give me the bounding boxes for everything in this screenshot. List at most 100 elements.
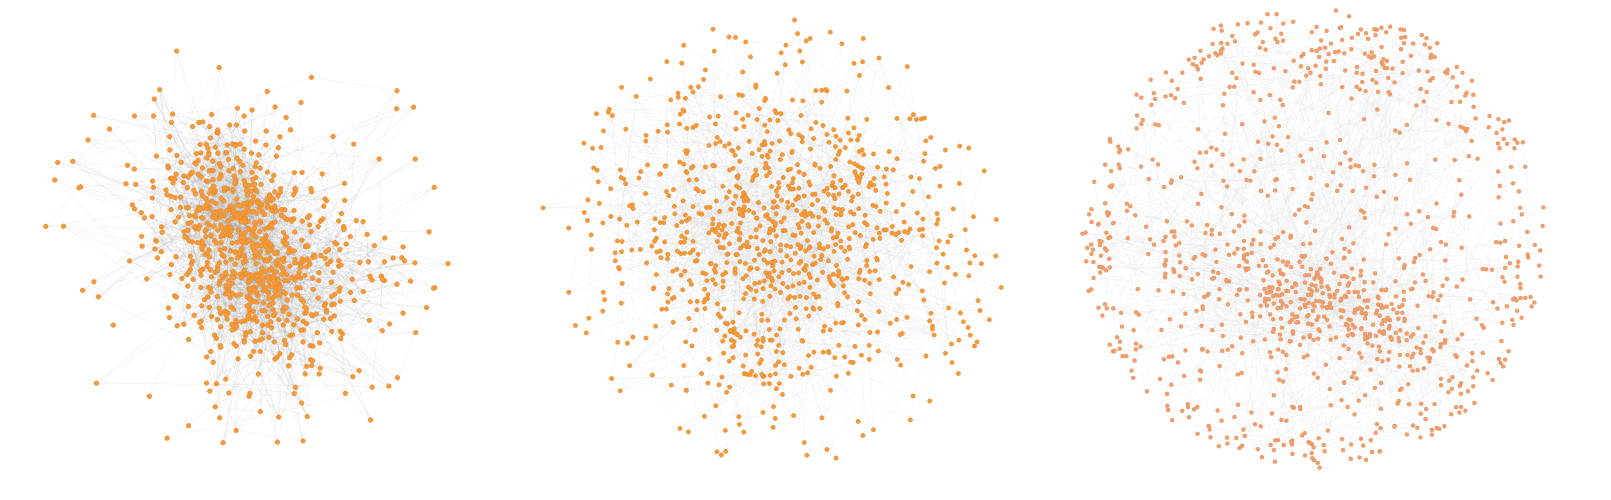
network-node bbox=[329, 328, 335, 335]
network-edge bbox=[653, 288, 718, 305]
network-edge bbox=[309, 263, 319, 299]
network-edge bbox=[277, 256, 314, 443]
network-edge bbox=[724, 172, 770, 337]
network-node bbox=[289, 332, 296, 338]
network-node bbox=[271, 339, 277, 345]
network-node bbox=[331, 313, 337, 319]
network-node bbox=[315, 295, 321, 301]
network-node bbox=[198, 325, 205, 331]
network-edge bbox=[756, 135, 860, 219]
network-node bbox=[216, 281, 222, 288]
network-edge bbox=[206, 382, 295, 394]
network-edge bbox=[784, 230, 901, 335]
network-edge bbox=[317, 332, 321, 369]
network-node bbox=[232, 250, 239, 256]
network-node bbox=[183, 204, 190, 211]
network-node bbox=[266, 334, 272, 340]
network-edge bbox=[715, 283, 749, 288]
network-edge bbox=[852, 224, 971, 336]
network-edge bbox=[264, 214, 436, 289]
network-edge bbox=[771, 229, 774, 279]
network-node bbox=[249, 107, 255, 113]
network-edge bbox=[248, 315, 278, 443]
network-node bbox=[168, 119, 175, 126]
network-edge bbox=[621, 87, 692, 169]
network-node bbox=[228, 228, 234, 234]
network-edge bbox=[253, 287, 303, 404]
network-node bbox=[221, 253, 227, 260]
network-edge bbox=[234, 145, 236, 177]
network-edge bbox=[249, 339, 260, 394]
network-node bbox=[267, 241, 273, 248]
network-edge bbox=[237, 358, 280, 418]
network-edge bbox=[821, 101, 880, 312]
network-edge bbox=[830, 328, 933, 391]
network-edge bbox=[200, 243, 243, 249]
network-node bbox=[199, 303, 205, 309]
network-edge bbox=[667, 258, 749, 288]
network-edge bbox=[818, 296, 838, 304]
network-node bbox=[235, 255, 241, 261]
network-edge bbox=[663, 222, 674, 323]
network-edge bbox=[640, 171, 710, 234]
network-edge bbox=[278, 147, 380, 160]
network-edge bbox=[768, 44, 787, 220]
network-node bbox=[234, 196, 240, 202]
network-node bbox=[193, 151, 199, 157]
network-edge bbox=[762, 218, 924, 241]
network-edge bbox=[169, 254, 206, 275]
network-edge bbox=[837, 303, 862, 316]
network-edge bbox=[306, 258, 327, 311]
network-edge bbox=[324, 265, 339, 307]
network-node bbox=[267, 222, 274, 228]
network-edge bbox=[169, 136, 189, 209]
network-edge bbox=[667, 293, 710, 360]
network-node bbox=[158, 249, 164, 255]
network-edge bbox=[682, 200, 726, 273]
network-edge bbox=[72, 98, 155, 162]
network-node bbox=[394, 375, 401, 381]
network-node bbox=[273, 269, 279, 275]
network-node bbox=[280, 308, 286, 315]
network-edge bbox=[712, 192, 744, 220]
network-edge bbox=[225, 310, 263, 340]
network-node bbox=[321, 303, 328, 309]
network-edge bbox=[274, 286, 292, 356]
network-edge bbox=[247, 208, 273, 222]
network-edge bbox=[304, 260, 332, 308]
network-edge bbox=[687, 141, 750, 152]
network-edge bbox=[254, 184, 279, 261]
network-edge bbox=[283, 291, 312, 361]
network-edge bbox=[723, 352, 911, 421]
network-node bbox=[166, 315, 173, 321]
network-edge bbox=[282, 275, 382, 326]
network-node bbox=[218, 240, 224, 246]
network-edge bbox=[681, 141, 803, 237]
network-node bbox=[351, 141, 357, 147]
network-node bbox=[263, 142, 269, 148]
network-edge bbox=[112, 272, 246, 326]
network-edge bbox=[733, 269, 750, 342]
network-edge bbox=[190, 269, 203, 307]
network-node bbox=[60, 223, 67, 229]
network-node bbox=[297, 285, 303, 291]
network-edge bbox=[235, 217, 238, 253]
network-node bbox=[210, 177, 216, 183]
network-edge bbox=[169, 274, 218, 320]
network-edge bbox=[169, 67, 220, 151]
network-node bbox=[244, 192, 251, 198]
network-edge bbox=[340, 264, 427, 308]
network-edge bbox=[208, 152, 222, 175]
network-edge bbox=[626, 64, 786, 226]
network-edge bbox=[243, 259, 279, 264]
network-edge bbox=[813, 308, 825, 327]
network-node bbox=[274, 439, 281, 445]
network-edge bbox=[611, 309, 698, 379]
network-edge bbox=[273, 158, 380, 176]
network-edge bbox=[144, 160, 199, 219]
network-edge bbox=[757, 353, 805, 443]
network-node bbox=[219, 273, 225, 279]
network-node bbox=[208, 289, 214, 295]
network-edge bbox=[134, 115, 245, 132]
network-node bbox=[252, 338, 258, 344]
